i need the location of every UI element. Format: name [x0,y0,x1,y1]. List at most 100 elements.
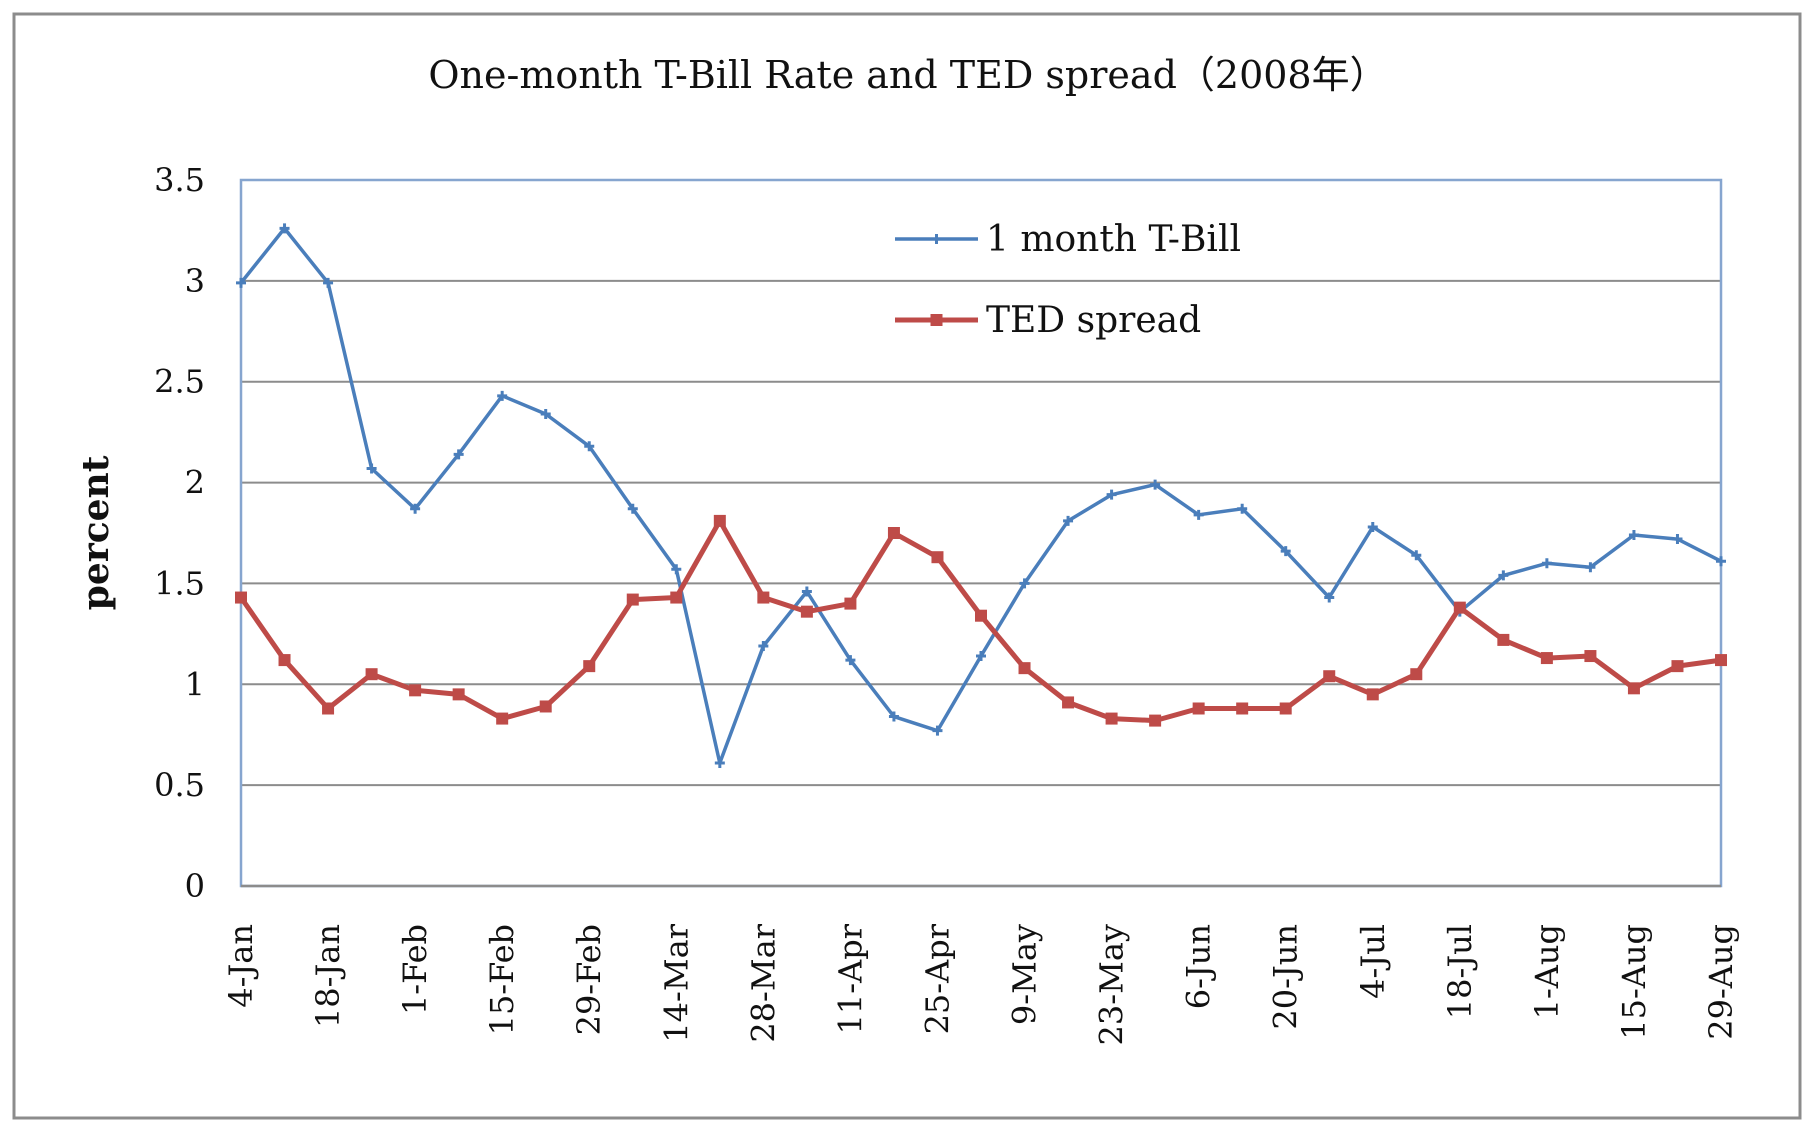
data-point [1236,702,1249,715]
x-tick-label: 29-Feb [570,924,608,1035]
legend-item: TED spread [895,300,1201,341]
data-point [539,700,552,713]
data-point [713,514,726,527]
data-point [887,527,900,539]
data-point [976,651,986,662]
legend-marker [931,234,942,244]
chart-outer-border [12,12,1802,1120]
x-tick-label: 25-Apr [918,923,956,1034]
data-point [1193,509,1204,520]
legend-label: 1 month T-Bill [986,219,1241,260]
data-point [584,441,595,452]
legend: 1 month T-Bill TED spread [895,219,1241,341]
data-point [758,640,769,651]
data-point [1106,489,1117,500]
data-point [1715,654,1727,667]
data-point [1498,570,1509,581]
data-point [671,564,682,575]
series-group [235,514,1727,727]
data-point [1671,660,1684,673]
data-point [800,605,813,618]
x-tick-label: 23-May [1093,924,1131,1045]
y-axis-tick-labels: 0 0.5 1 1.5 2 2.5 3 3.5 [154,161,205,905]
data-point [1279,702,1292,715]
series-lines [235,223,1727,768]
y-tick-label: 1 [185,665,205,703]
data-point [757,591,770,604]
data-point [1584,650,1597,663]
legend-marker [930,314,943,326]
data-point [236,277,246,288]
data-point [410,503,421,514]
data-point [235,591,247,604]
x-tick-label: 1-Feb [396,924,434,1015]
y-tick-label: 3 [185,262,205,300]
y-tick-label: 1.5 [154,564,205,602]
y-tick-label: 0.5 [154,766,205,804]
x-tick-label: 29-Aug [1702,924,1740,1040]
x-tick-label: 15-Aug [1615,924,1653,1040]
data-point [1410,668,1423,681]
gridlines [241,279,1721,787]
data-point [1541,558,1552,569]
data-point [583,660,596,673]
data-point [1716,556,1726,567]
x-tick-label: 4-Jan [222,924,260,1008]
data-point [1453,601,1466,614]
series-group [236,223,1726,768]
legend-label: TED spread [986,300,1201,341]
x-tick-label: 15-Feb [483,924,521,1035]
data-point [1324,592,1335,603]
y-tick-label: 2 [185,464,205,502]
data-point [365,668,378,681]
x-tick-label: 11-Apr [831,923,869,1034]
x-tick-label: 14-Mar [657,923,695,1042]
data-point [844,597,857,610]
data-point [801,586,812,597]
data-point [845,655,856,666]
data-point [540,408,551,419]
data-point [409,684,422,697]
data-point [1585,562,1596,573]
data-point [323,277,334,288]
data-point [1192,702,1205,715]
data-point [888,711,899,722]
x-tick-label: 1-Aug [1528,924,1566,1019]
data-point [1019,578,1030,589]
data-point [1627,682,1640,695]
y-axis-label: percent [75,455,117,610]
x-tick-label: 28-Mar [744,923,782,1042]
data-point [278,654,291,667]
data-point [1411,550,1422,561]
chart-title: One-month T-Bill Rate and TED spread（200… [428,53,1387,97]
y-tick-label: 3.5 [154,161,205,199]
data-point [1367,521,1378,532]
x-tick-label: 6-Jun [1180,924,1218,1009]
data-point [1323,670,1336,683]
data-point [366,463,377,474]
data-point [1628,530,1639,541]
data-point [1280,546,1291,557]
data-point [1366,688,1379,701]
data-point [1063,515,1074,526]
data-point [1062,696,1075,709]
data-point [1540,652,1553,665]
x-tick-label: 18-Jul [1441,924,1479,1019]
y-tick-label: 2.5 [154,363,205,401]
data-point [1672,534,1683,545]
x-tick-label: 9-May [1006,924,1044,1025]
data-point [627,503,638,514]
data-point [453,449,464,460]
data-point [975,609,987,622]
x-tick-label: 4-Jul [1354,924,1392,999]
data-point [452,688,465,701]
data-point [1018,662,1031,675]
data-point [279,223,290,234]
data-point [931,551,944,564]
data-point [626,593,639,606]
data-point [1149,714,1162,727]
data-point [1150,479,1161,490]
data-point [932,725,943,736]
